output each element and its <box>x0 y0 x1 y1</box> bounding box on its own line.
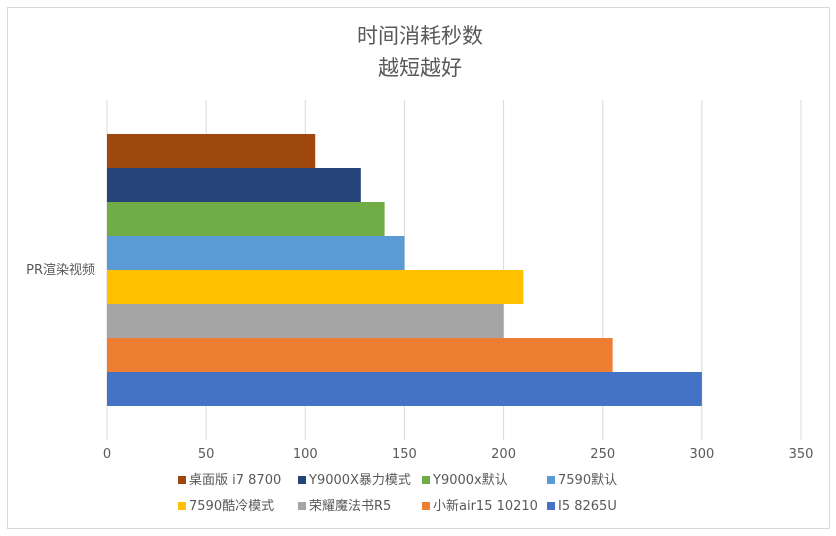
bar <box>107 202 385 236</box>
legend-swatch <box>422 476 430 484</box>
legend-swatch <box>422 502 430 510</box>
bar <box>107 372 702 406</box>
x-tick-label: 200 <box>491 447 516 462</box>
legend-swatch <box>178 502 186 510</box>
legend-swatch <box>547 476 555 484</box>
bar <box>107 338 613 372</box>
legend-label: 荣耀魔法书R5 <box>309 499 391 514</box>
legend-label: 7590默认 <box>558 472 617 488</box>
x-tick-label: 250 <box>590 447 615 462</box>
x-tick-label: 350 <box>789 447 814 462</box>
chart-frame <box>7 7 830 529</box>
x-tick-label: 100 <box>293 447 318 462</box>
x-tick-label: 0 <box>103 447 111 462</box>
bar <box>107 168 361 202</box>
legend-swatch <box>298 502 306 510</box>
bar <box>107 134 316 168</box>
category-label: PR渲染视频 <box>26 263 95 278</box>
legend-label: 7590酷冷模式 <box>189 499 274 514</box>
bar <box>107 236 405 270</box>
x-tick-label: 300 <box>689 447 714 462</box>
chart-title: 时间消耗秒数 <box>357 24 483 48</box>
legend-swatch <box>298 476 306 484</box>
legend-label: Y9000X暴力模式 <box>308 473 411 488</box>
legend-swatch <box>178 476 186 484</box>
legend-label: Y9000x默认 <box>432 472 508 488</box>
x-tick-label: 50 <box>198 447 215 462</box>
x-tick-label: 150 <box>392 447 417 462</box>
legend-label: 小新air15 10210 <box>433 498 538 514</box>
legend-label: 桌面版 i7 8700 <box>189 473 281 488</box>
chart-subtitle: 越短越好 <box>378 56 462 80</box>
bar <box>107 304 504 338</box>
legend-swatch <box>547 502 555 510</box>
legend-label: I5 8265U <box>558 499 617 514</box>
bar <box>107 270 524 304</box>
